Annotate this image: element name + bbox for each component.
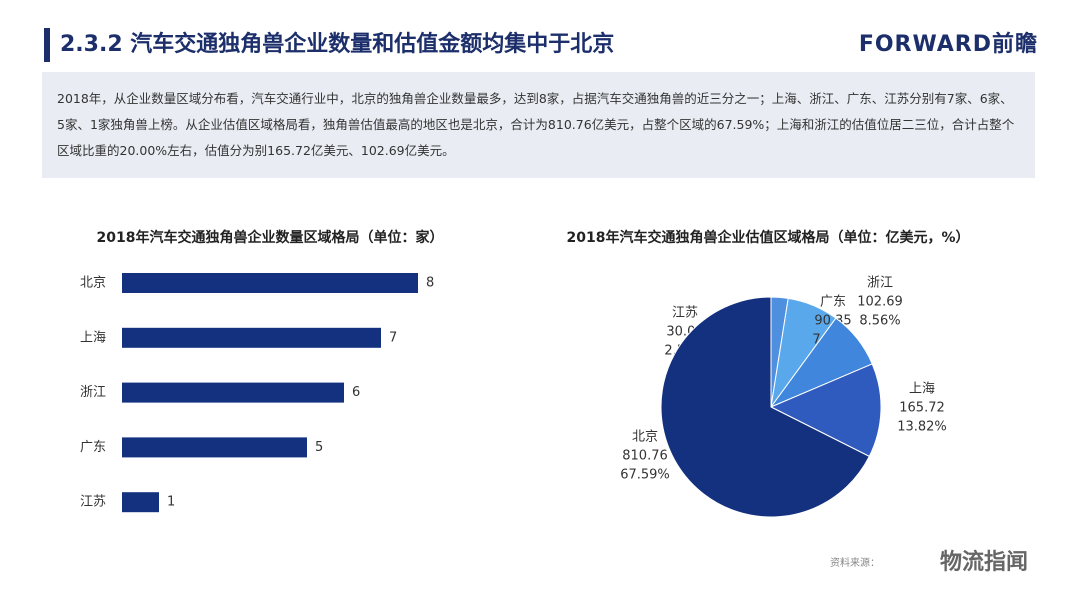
bar	[122, 492, 159, 513]
bar	[122, 382, 344, 403]
category-label: 北京	[80, 276, 106, 291]
slice-category: 浙江	[867, 276, 893, 291]
slice-percent: 67.59%	[620, 468, 670, 483]
title-bar	[44, 28, 50, 62]
chart-title: 2018年汽车交通独角兽企业数量区域格局（单位：家）	[97, 229, 444, 246]
bar	[122, 327, 381, 348]
slide-title: 2.3.2 汽车交通独角兽企业数量和估值金额均集中于北京	[60, 32, 615, 57]
slice-value: 165.72	[899, 401, 945, 416]
pie-slice	[769, 363, 882, 458]
slice-percent: 8.56%	[859, 314, 900, 329]
value-label: 1	[167, 495, 175, 510]
summary-text: 2018年，从企业数量区域分布看，汽车交通行业中，北京的独角兽企业数量最多，达到…	[42, 72, 1035, 178]
slice-percent: 13.82%	[897, 420, 947, 435]
category-label: 浙江	[80, 385, 106, 400]
category-label: 江苏	[80, 494, 106, 510]
slice-value: 810.76	[622, 449, 668, 464]
category-label: 广东	[80, 440, 106, 455]
source: 资料来源：	[830, 558, 880, 569]
value-label: 8	[426, 276, 434, 291]
watermark: 物流指闻	[940, 550, 1029, 575]
slice-category: 广东	[820, 295, 846, 310]
bar	[122, 437, 307, 458]
value-label: 6	[352, 385, 360, 400]
category-label: 上海	[80, 330, 106, 345]
slice-category: 上海	[909, 382, 935, 397]
pie-slice	[660, 296, 870, 518]
logo: FORWARD前瞻	[858, 32, 1038, 57]
slice-category: 江苏	[672, 305, 698, 321]
bar	[122, 273, 418, 293]
value-label: 7	[389, 330, 397, 345]
value-label: 5	[315, 440, 323, 455]
chart-title: 2018年汽车交通独角兽企业估值区域格局（单位：亿美元，%）	[567, 229, 970, 246]
slice-category: 北京	[632, 430, 658, 445]
slice-value: 102.69	[857, 295, 903, 310]
